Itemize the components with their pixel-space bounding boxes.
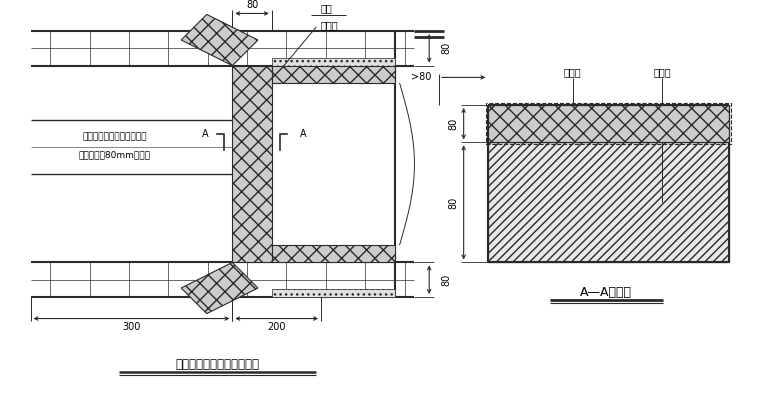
Text: 附加: 附加 [321,3,333,14]
Bar [272,245,394,262]
Text: 80: 80 [246,0,258,10]
Bar [486,103,731,144]
Text: A: A [202,129,209,139]
Text: 网格布: 网格布 [321,20,338,30]
Text: 200: 200 [268,322,286,332]
Text: 与墙体接触一面用粘结砂浆: 与墙体接触一面用粘结砂浆 [82,132,147,142]
Bar [488,105,730,142]
Text: 300: 300 [122,322,141,332]
Text: A: A [300,129,307,139]
Bar [272,58,394,66]
Polygon shape [181,15,258,66]
Bar [488,142,730,262]
Text: 80: 80 [449,117,459,130]
Bar [272,289,394,297]
Text: A—A剖面图: A—A剖面图 [581,286,632,300]
Text: 挤塑板: 挤塑板 [653,68,670,78]
Text: 网格布: 网格布 [564,68,581,78]
Text: >80: >80 [411,72,432,83]
Bar [272,66,394,83]
Polygon shape [181,262,258,314]
Text: 80: 80 [441,273,451,286]
Text: 门窗洞口附加网格布示意图: 门窗洞口附加网格布示意图 [176,358,260,371]
Text: 预粘不小于80mm网格布: 预粘不小于80mm网格布 [78,150,150,159]
Text: 80: 80 [441,42,451,54]
Bar [233,66,272,262]
Text: 80: 80 [449,196,459,208]
